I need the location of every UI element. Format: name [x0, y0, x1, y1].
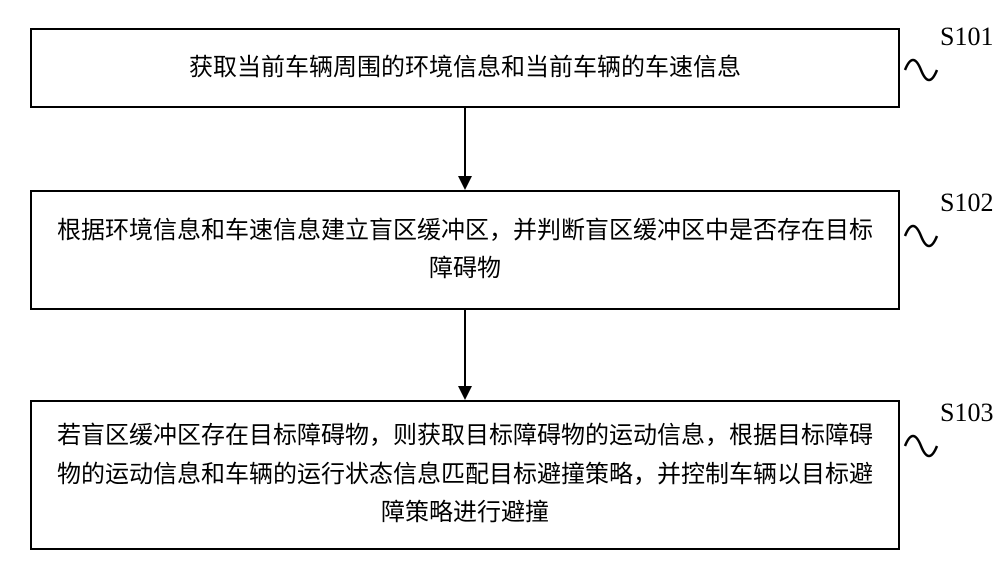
flow-step-s102: 根据环境信息和车速信息建立盲区缓冲区，并判断盲区缓冲区中是否存在目标障碍物 [30, 190, 900, 310]
connector-s103 [905, 426, 937, 466]
step-label-s101: S101 [940, 22, 993, 52]
arrow-s102-s103 [455, 310, 475, 402]
flow-step-s101: 获取当前车辆周围的环境信息和当前车辆的车速信息 [30, 28, 900, 108]
flow-step-s103: 若盲区缓冲区存在目标障碍物，则获取目标障碍物的运动信息，根据目标障碍物的运动信息… [30, 400, 900, 550]
arrow-s101-s102 [455, 108, 475, 192]
step-label-s103: S103 [940, 398, 993, 428]
flow-step-s101-text: 获取当前车辆周围的环境信息和当前车辆的车速信息 [189, 49, 741, 87]
connector-s101 [905, 50, 937, 90]
connector-s102 [905, 216, 937, 256]
flow-step-s102-text: 根据环境信息和车速信息建立盲区缓冲区，并判断盲区缓冲区中是否存在目标障碍物 [52, 212, 878, 289]
step-label-s102: S102 [940, 188, 993, 218]
flow-step-s103-text: 若盲区缓冲区存在目标障碍物，则获取目标障碍物的运动信息，根据目标障碍物的运动信息… [52, 417, 878, 532]
